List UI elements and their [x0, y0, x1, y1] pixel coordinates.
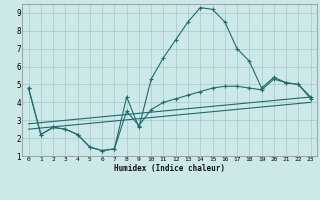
X-axis label: Humidex (Indice chaleur): Humidex (Indice chaleur)	[114, 164, 225, 173]
